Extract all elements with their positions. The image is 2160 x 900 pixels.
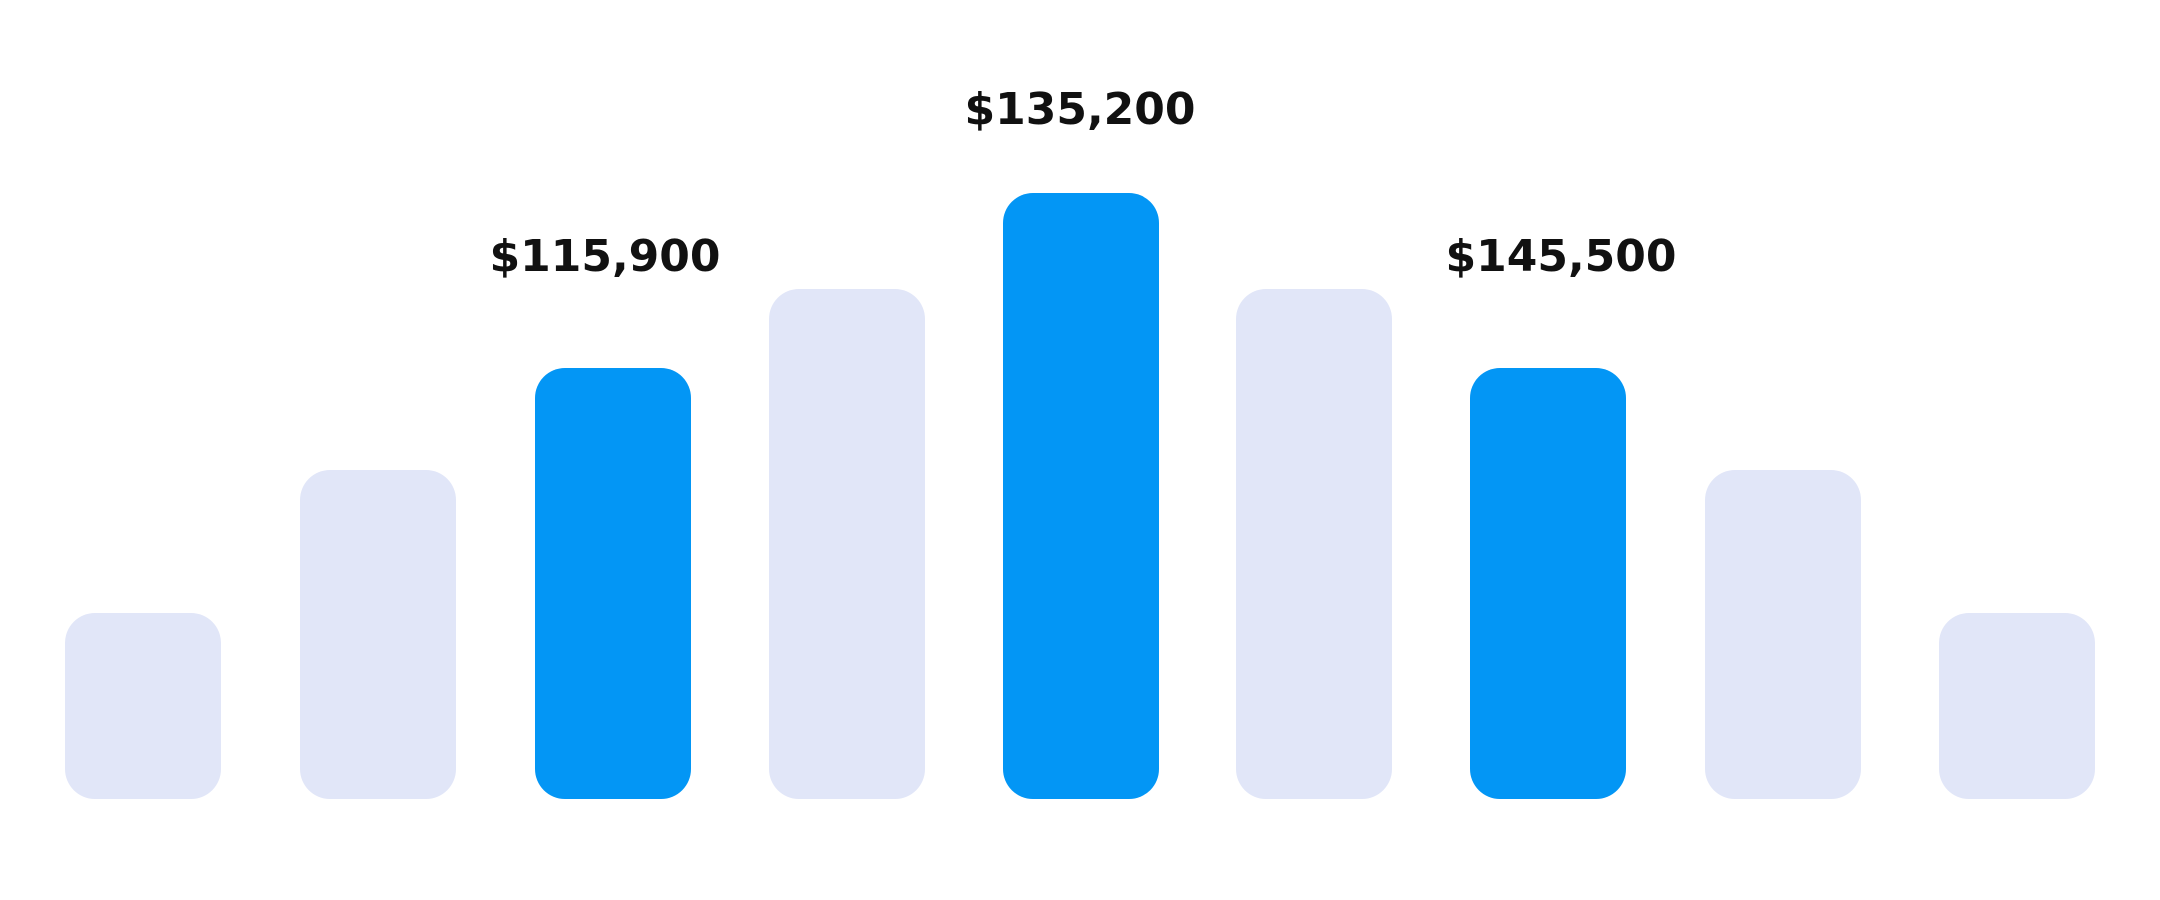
value-label: $115,900 <box>489 231 720 282</box>
bar <box>65 613 221 799</box>
value-label: $135,200 <box>964 84 1195 135</box>
bar <box>1939 613 2095 799</box>
highlighted-bar <box>535 368 691 799</box>
highlighted-bar <box>1470 368 1626 799</box>
bar <box>1705 470 1861 799</box>
bar <box>300 470 456 799</box>
bar <box>769 289 925 799</box>
highlighted-bar <box>1003 193 1159 799</box>
bar <box>1236 289 1392 799</box>
value-label: $145,500 <box>1445 231 1676 282</box>
